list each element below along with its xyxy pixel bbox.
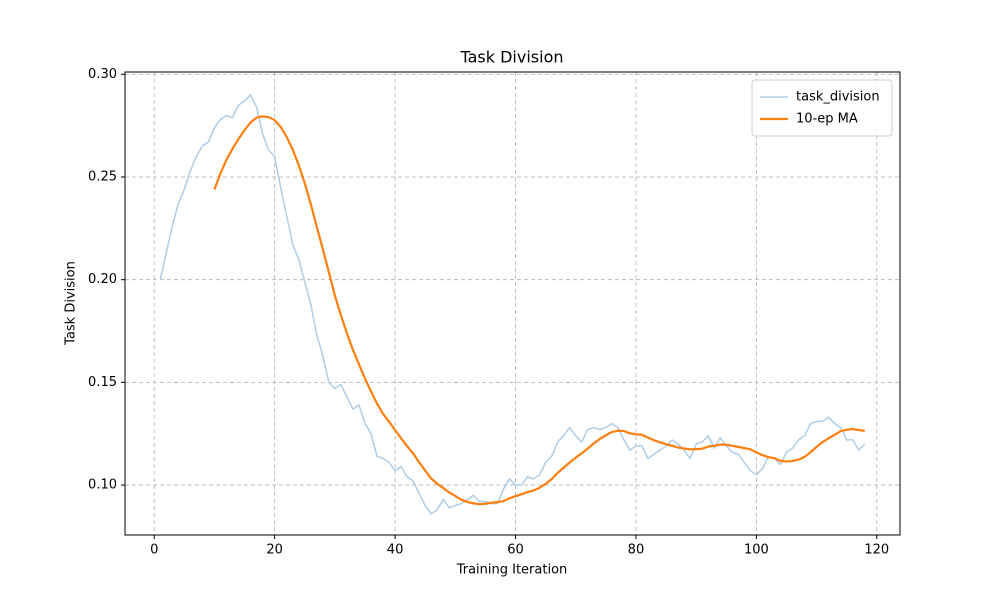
- x-tick-label: 80: [628, 543, 645, 558]
- legend-label: 10-ep MA: [796, 112, 858, 127]
- y-tick-label: 0.20: [88, 272, 117, 287]
- x-axis-label: Training Iteration: [456, 563, 568, 578]
- x-tick-label: 120: [864, 543, 889, 558]
- y-tick-label: 0.30: [88, 67, 117, 82]
- y-tick-label: 0.25: [88, 169, 117, 184]
- legend-box: [751, 79, 893, 137]
- x-tick-label: 20: [266, 543, 283, 558]
- legend-label: task_division: [796, 90, 880, 105]
- y-axis-label: Task Division: [64, 261, 79, 346]
- x-tick-label: 40: [387, 543, 404, 558]
- y-tick-label: 0.10: [88, 478, 117, 493]
- series-line: [213, 115, 865, 506]
- x-tick-label: 0: [150, 543, 158, 558]
- x-tick-label: 60: [507, 543, 524, 558]
- legend: task_division 10-ep MA: [751, 79, 893, 137]
- chart-title: Task Division: [459, 48, 563, 67]
- series-line: [159, 94, 866, 515]
- y-tick-label: 0.15: [88, 375, 117, 390]
- plot-frame: [124, 71, 901, 536]
- x-tick-label: 100: [744, 543, 769, 558]
